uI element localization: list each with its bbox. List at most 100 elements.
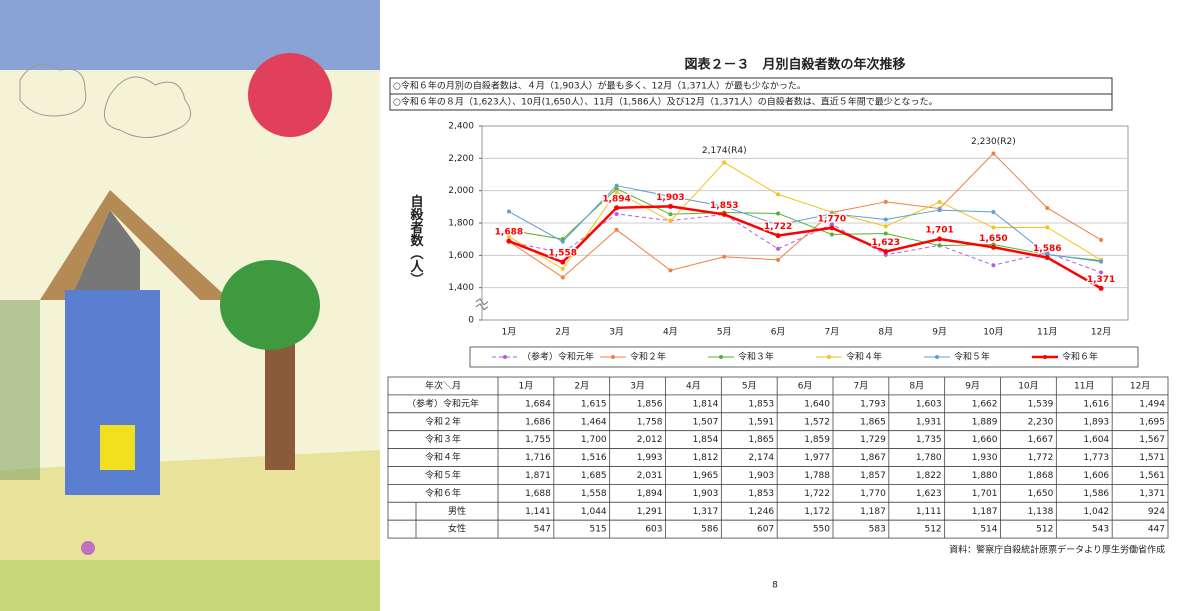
table-cell: 1,141 [525,507,551,517]
table-cell: 1,854 [693,435,719,445]
table-cell: 447 [1148,525,1165,535]
table-cell: 令和６年 [425,487,461,499]
point [937,236,943,242]
table-cell: 2月 [574,380,589,391]
table-cell: 1,865 [860,417,886,427]
series-line [508,185,1102,263]
legend-label: 令和６年 [1062,351,1098,363]
table-cell: 1,138 [1028,507,1054,517]
point [722,204,727,209]
table-cell: 1,623 [916,489,942,499]
title: 図表２－３ 月別自殺者数の年次推移 [684,57,905,73]
data-label: 1,701 [925,226,953,236]
table-cell: 5月 [742,380,757,391]
x-tick-label: 10月 [983,327,1003,338]
table-cell: 1,561 [1139,471,1165,481]
point [506,234,511,239]
x-tick-label: 8月 [878,327,893,338]
point [883,249,889,255]
table-cell: 1,701 [972,489,998,499]
annotation: 2,230(R2) [971,137,1016,147]
table-cell: 2,031 [637,471,663,481]
legend-marker [827,355,831,359]
table-cell: 3月 [630,380,645,391]
point [883,224,888,229]
x-tick-label: 2月 [555,327,570,338]
table-cell: 1,494 [1139,399,1165,409]
table-cell: 1,615 [581,399,607,409]
point [1099,270,1104,275]
point [506,238,512,244]
table-cell: 603 [645,525,662,535]
table-cell: 1,868 [1028,471,1054,481]
data-label: 1,558 [549,249,577,259]
table-cell: 1,735 [916,435,942,445]
point [776,257,781,262]
point [506,228,511,233]
table-cell: 1,187 [860,507,886,517]
table-cell: 1,516 [581,453,607,463]
table-cell: 4月 [686,380,701,391]
table-cell: 1,571 [1139,453,1165,463]
legend-label: （参考）令和元年 [522,351,594,363]
table-cell: 令和２年 [425,415,461,427]
series-line [508,205,1102,290]
table-cell: 1,187 [972,507,998,517]
point [991,210,996,215]
point [883,217,888,222]
point [990,244,996,250]
source: 資料：警察庁自殺統計原票データより厚生労働省作成 [949,544,1165,556]
table-cell: 512 [924,525,941,535]
table-cell: 1,695 [1139,417,1165,427]
table-cell: 1,788 [804,471,830,481]
point [829,222,834,227]
table-cell: 12月 [1130,380,1150,391]
table-cell: 7月 [854,380,869,391]
legend-label: 令和５年 [954,351,990,363]
table-cell: 1,729 [860,435,886,445]
table-cell: 1,773 [1083,453,1109,463]
point [776,211,781,216]
table-cell: 1,172 [804,507,830,517]
table-cell: 1,686 [525,417,551,427]
data-label: 1,650 [979,234,1007,244]
table-cell: 2,012 [637,435,663,445]
table-row [387,519,1169,539]
table-cell: 1,867 [860,453,886,463]
table-cell: 1,042 [1083,507,1109,517]
x-tick-label: 12月 [1091,327,1111,338]
point [614,211,619,216]
table-cell: 1,591 [748,417,774,427]
table-cell: 1,606 [1083,471,1109,481]
data-label: 1,894 [602,194,630,204]
y-tick-label: 1,600 [448,251,474,261]
point [1099,237,1104,242]
point [560,239,565,244]
table-cell: 6月 [798,380,813,391]
table-cell: 10月 [1018,380,1038,391]
point [614,186,619,191]
point [991,225,996,230]
point [614,205,620,211]
annotation: 2,174(R4) [702,146,747,156]
table-cell: 1,772 [1028,453,1054,463]
table-cell: 令和５年 [425,469,461,481]
axis-break [475,298,489,311]
table-cell: 1,371 [1139,489,1165,499]
point [829,232,834,237]
table-cell: （参考）令和元年 [407,397,479,409]
table-cell: 1,758 [637,417,663,427]
point [1044,255,1050,261]
x-tick-label: 11月 [1037,327,1057,338]
table-cell: 令和４年 [425,451,461,463]
table-cell: 1,893 [1083,417,1109,427]
table-cell: 1,871 [525,471,551,481]
data-label: 1,688 [495,228,523,238]
point [1098,285,1104,291]
data-label: 1,623 [872,238,900,248]
point [937,199,942,204]
series-line [508,161,1102,270]
table-cell: 512 [1036,525,1053,535]
point [560,266,565,271]
